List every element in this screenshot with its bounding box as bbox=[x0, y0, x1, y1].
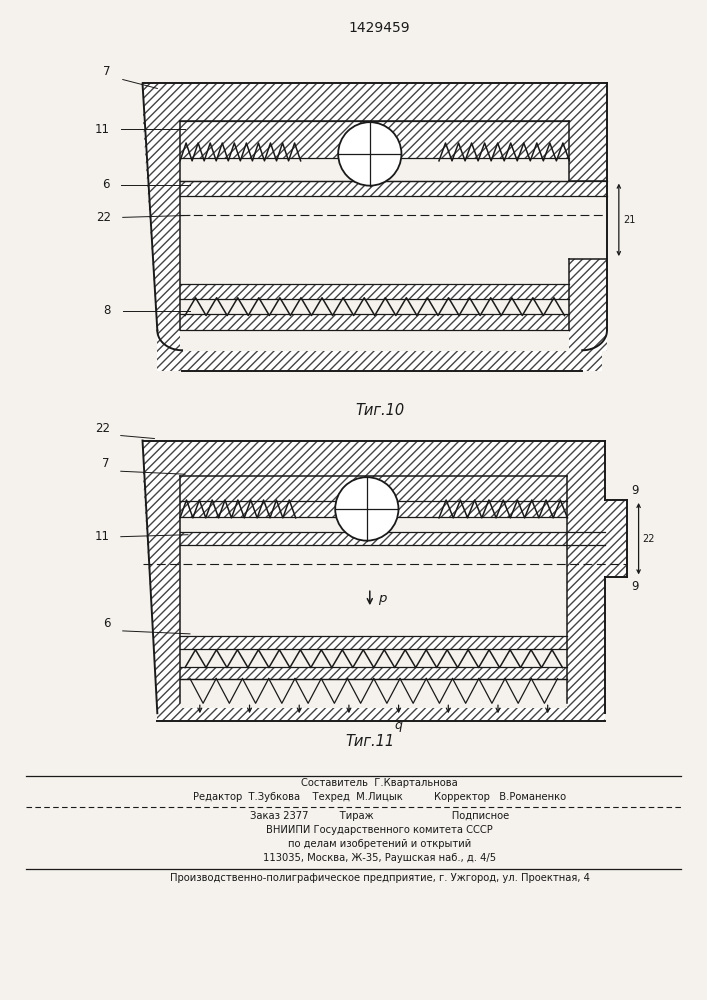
Text: 9: 9 bbox=[631, 484, 639, 497]
Polygon shape bbox=[143, 476, 180, 703]
Polygon shape bbox=[568, 476, 605, 703]
Text: 7: 7 bbox=[103, 457, 110, 470]
Polygon shape bbox=[143, 121, 180, 330]
Text: 22: 22 bbox=[96, 211, 111, 224]
Text: 6: 6 bbox=[103, 178, 110, 191]
Text: 21: 21 bbox=[623, 215, 635, 225]
Polygon shape bbox=[180, 314, 569, 330]
Text: p: p bbox=[378, 592, 386, 605]
Polygon shape bbox=[143, 440, 605, 476]
Polygon shape bbox=[143, 83, 607, 121]
Polygon shape bbox=[158, 330, 180, 351]
Text: Составитель  Г.Квартальнова: Составитель Г.Квартальнова bbox=[301, 778, 458, 788]
Text: Производственно-полиграфическое предприятие, г. Ужгород, ул. Проектная, 4: Производственно-полиграфическое предприя… bbox=[170, 873, 590, 883]
Text: 6: 6 bbox=[103, 617, 111, 630]
Text: 11: 11 bbox=[95, 123, 110, 136]
Text: q: q bbox=[395, 719, 402, 732]
Text: 22: 22 bbox=[95, 422, 110, 435]
Polygon shape bbox=[569, 330, 607, 351]
Text: 7: 7 bbox=[103, 65, 111, 78]
Polygon shape bbox=[180, 121, 569, 158]
Polygon shape bbox=[180, 636, 568, 649]
Circle shape bbox=[335, 477, 399, 541]
Text: 113035, Москва, Ж-35, Раушская наб., д. 4/5: 113035, Москва, Ж-35, Раушская наб., д. … bbox=[263, 853, 496, 863]
Polygon shape bbox=[569, 259, 607, 330]
Text: 22: 22 bbox=[643, 534, 655, 544]
Polygon shape bbox=[568, 678, 605, 708]
Polygon shape bbox=[158, 678, 180, 708]
Text: 11: 11 bbox=[95, 530, 110, 543]
Polygon shape bbox=[180, 284, 569, 299]
Text: 1429459: 1429459 bbox=[349, 21, 411, 35]
Text: Редактор  Т.Зубкова    Техред  М.Лицык          Корректор   В.Романенко: Редактор Т.Зубкова Техред М.Лицык Коррек… bbox=[193, 792, 566, 802]
Polygon shape bbox=[158, 351, 602, 371]
Polygon shape bbox=[158, 708, 605, 721]
Circle shape bbox=[338, 122, 402, 186]
Polygon shape bbox=[180, 667, 568, 678]
Text: ВНИИПИ Государственного комитета СССР: ВНИИПИ Государственного комитета СССР bbox=[267, 825, 493, 835]
Polygon shape bbox=[180, 476, 568, 517]
Polygon shape bbox=[569, 121, 607, 181]
Text: по делам изобретений и открытий: по делам изобретений и открытий bbox=[288, 839, 472, 849]
Polygon shape bbox=[180, 532, 605, 545]
Polygon shape bbox=[605, 500, 626, 577]
Text: Заказ 2377          Тираж                         Подписное: Заказ 2377 Тираж Подписное bbox=[250, 811, 509, 821]
Text: Τиг.10: Τиг.10 bbox=[355, 403, 404, 418]
Polygon shape bbox=[180, 181, 607, 196]
Text: 8: 8 bbox=[103, 304, 111, 317]
Text: 9: 9 bbox=[631, 580, 639, 593]
Text: Τиг.11: Τиг.11 bbox=[345, 734, 395, 749]
